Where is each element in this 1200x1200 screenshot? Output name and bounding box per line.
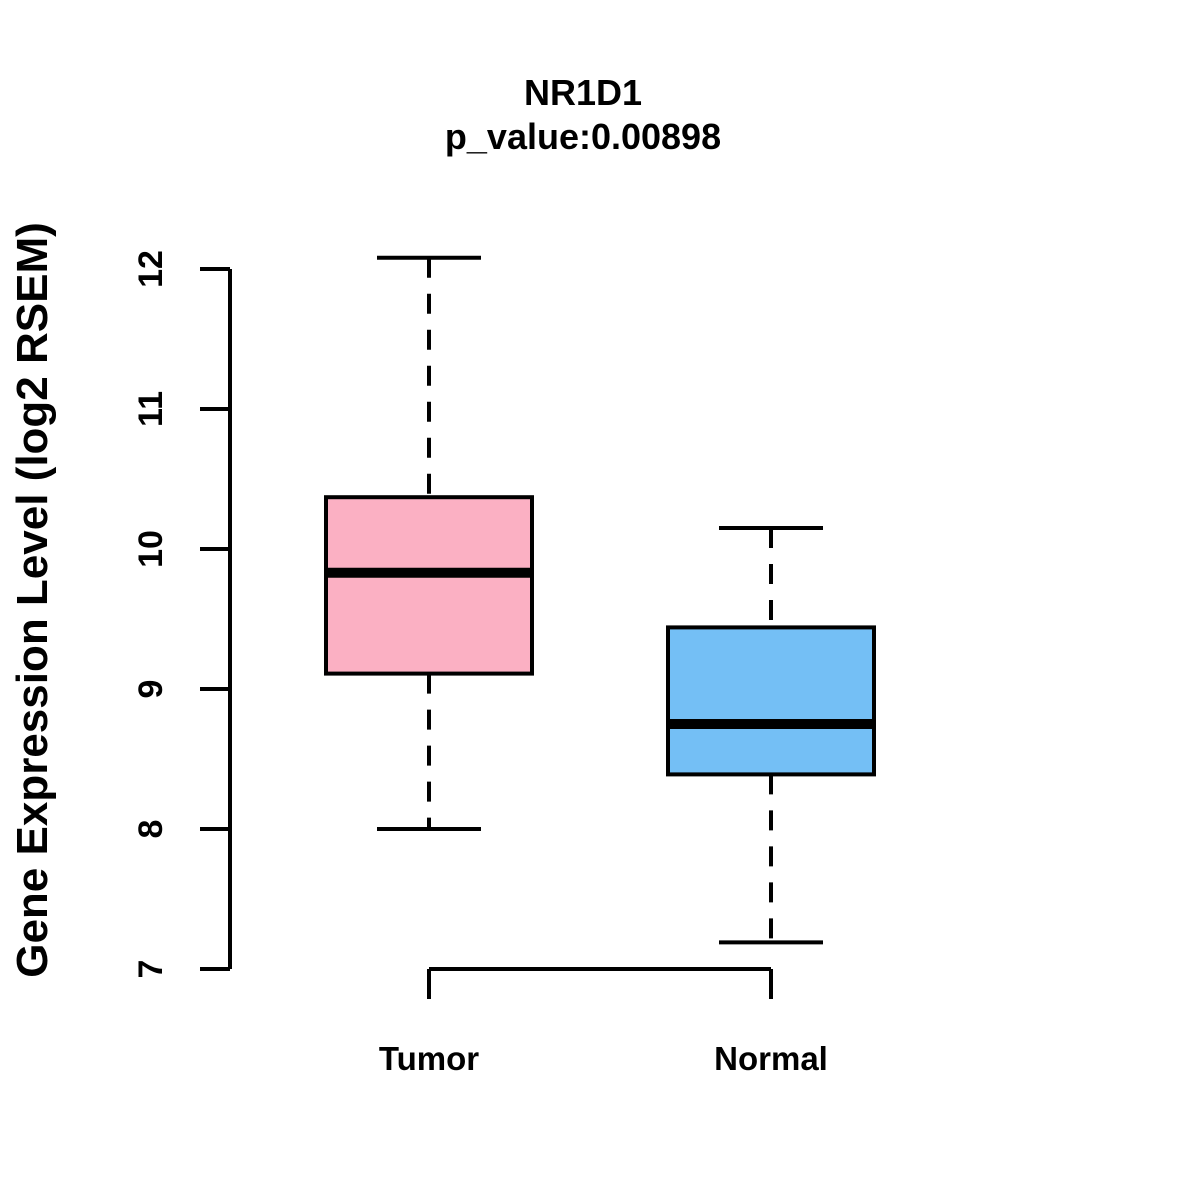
normal-box — [666, 625, 876, 777]
category-label-normal: Normal — [714, 1040, 828, 1077]
y-tick-label-12: 12 — [132, 250, 170, 288]
category-label-tumor: Tumor — [378, 1040, 480, 1077]
y-tick-label-10: 10 — [132, 530, 170, 568]
y-tick-label-9: 9 — [132, 680, 170, 699]
tumor-box — [324, 495, 534, 676]
chart-title: NR1D1 — [523, 72, 643, 113]
chart-subtitle: p_value:0.00898 — [444, 116, 722, 157]
y-tick-label-11: 11 — [132, 391, 170, 427]
y-tick-label-7: 7 — [132, 960, 170, 979]
y-tick-label-8: 8 — [132, 820, 170, 839]
